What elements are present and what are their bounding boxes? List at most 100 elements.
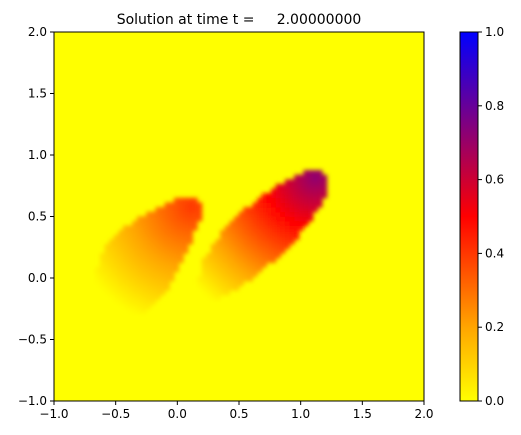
heatmap-cell xyxy=(210,280,217,286)
heatmap-cell xyxy=(169,248,175,254)
heatmap-cell xyxy=(146,234,152,240)
heatmap-cell xyxy=(150,234,157,240)
heatmap-cell xyxy=(247,243,254,250)
x-tick-label: 2.0 xyxy=(414,407,433,421)
heatmap-cell xyxy=(197,216,203,222)
heatmap-cell xyxy=(136,276,143,282)
heatmap-cell xyxy=(192,225,198,231)
heatmap-cell xyxy=(308,211,314,217)
heatmap-cell xyxy=(252,239,258,245)
heatmap-cell xyxy=(229,253,235,259)
heatmap-cell xyxy=(160,253,166,259)
heatmap-cell xyxy=(243,262,249,268)
heatmap-cell xyxy=(178,243,184,250)
heatmap-cell xyxy=(127,230,133,236)
heatmap-cell xyxy=(252,230,258,236)
heatmap-region xyxy=(197,170,328,305)
heatmap-cell xyxy=(160,220,166,227)
heatmap-cell xyxy=(308,188,314,194)
heatmap-cell xyxy=(164,206,170,213)
heatmap-cell xyxy=(127,225,133,231)
heatmap-cell xyxy=(132,239,138,245)
heatmap-cell xyxy=(215,271,221,277)
colorbar-gradient xyxy=(459,31,479,402)
heatmap-cell xyxy=(220,248,226,254)
heatmap-cell xyxy=(123,290,129,296)
heatmap-cell xyxy=(224,253,231,259)
heatmap-cell xyxy=(234,239,240,245)
heatmap-cell xyxy=(123,243,129,250)
heatmap-cell xyxy=(109,280,115,286)
heatmap-cell xyxy=(243,206,249,213)
heatmap-cell xyxy=(280,216,286,222)
heatmap-cell xyxy=(173,230,180,236)
heatmap-cell xyxy=(289,230,295,236)
colorbar-tick-label: 0.0 xyxy=(485,394,504,408)
heatmap-cell xyxy=(215,290,221,296)
heatmap-cell xyxy=(183,202,189,208)
heatmap-cell xyxy=(271,234,277,240)
heatmap-cell xyxy=(201,276,207,282)
heatmap-cell xyxy=(141,271,147,277)
heatmap-cell xyxy=(298,183,305,190)
heatmap-cell xyxy=(284,188,291,194)
heatmap-cell xyxy=(280,188,286,194)
heatmap-cell xyxy=(210,257,217,263)
heatmap-cell xyxy=(266,202,272,208)
heatmap-cell xyxy=(178,239,184,245)
heatmap-cell xyxy=(215,243,221,250)
heatmap-cell xyxy=(141,220,147,227)
heatmap-cell xyxy=(238,271,244,277)
heatmap-cell xyxy=(243,230,249,236)
heatmap-cell xyxy=(321,174,328,180)
heatmap-cell xyxy=(266,257,272,263)
heatmap-cell xyxy=(252,266,258,273)
heatmap-cell xyxy=(271,225,277,231)
heatmap-cell xyxy=(257,239,263,245)
heatmap-cell xyxy=(160,290,166,296)
heatmap-cell xyxy=(280,243,286,250)
heatmap-cell xyxy=(257,211,263,217)
heatmap-cell xyxy=(234,262,240,268)
heatmap-cell xyxy=(178,234,184,240)
heatmap-cell xyxy=(173,202,180,208)
heatmap-cell xyxy=(169,257,175,263)
heatmap-cell xyxy=(308,197,314,203)
heatmap-cell xyxy=(150,211,157,217)
heatmap-cell xyxy=(118,257,124,263)
heatmap-cell xyxy=(113,266,120,273)
heatmap-cell xyxy=(271,188,277,194)
heatmap-cell xyxy=(136,239,143,245)
heatmap-cell xyxy=(303,197,309,203)
heatmap-cell xyxy=(160,248,166,254)
heatmap-cell xyxy=(123,257,129,263)
heatmap-cell xyxy=(298,211,305,217)
heatmap-cell xyxy=(150,216,157,222)
heatmap-cell xyxy=(136,257,143,263)
x-tick-label: 0.0 xyxy=(168,407,187,421)
heatmap-cell xyxy=(127,266,133,273)
heatmap-cell xyxy=(136,220,143,227)
heatmap-cell xyxy=(271,202,277,208)
heatmap-cell xyxy=(95,285,101,291)
heatmap-cell xyxy=(308,216,314,222)
heatmap-cell xyxy=(109,266,115,273)
heatmap-cell xyxy=(284,206,291,213)
heatmap-cell xyxy=(308,183,314,190)
heatmap-cell xyxy=(150,257,157,263)
heatmap-cell xyxy=(275,220,281,227)
heatmap-cell xyxy=(234,220,240,227)
heatmap-cell xyxy=(169,230,175,236)
heatmap-cell xyxy=(132,257,138,263)
heatmap-cell xyxy=(312,170,318,176)
heatmap-cell xyxy=(113,234,120,240)
heatmap-cell xyxy=(252,271,258,277)
heatmap-cell xyxy=(210,262,217,268)
heatmap-cell xyxy=(266,234,272,240)
heatmap-cell xyxy=(206,257,212,263)
heatmap-cell xyxy=(294,197,300,203)
heatmap-cell xyxy=(123,276,129,282)
heatmap-cell xyxy=(289,220,295,227)
heatmap-cell xyxy=(243,266,249,273)
heatmap-cell xyxy=(104,262,110,268)
